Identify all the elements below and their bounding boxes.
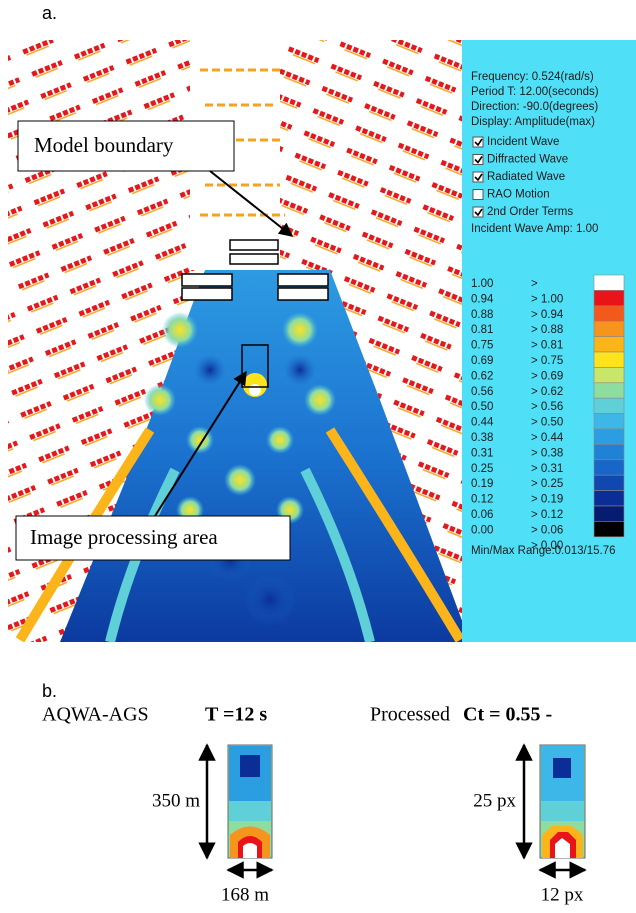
option-label: Incident Wave bbox=[487, 136, 559, 148]
legend-threshold: > 0.25 bbox=[531, 478, 563, 490]
amplitude: Incident Wave Amp: 1.00 bbox=[471, 223, 598, 235]
legend-swatch bbox=[594, 321, 624, 336]
legend-threshold: > 0.88 bbox=[531, 324, 563, 336]
legend-level: 0.56 bbox=[471, 386, 493, 398]
legend-threshold: > 0.38 bbox=[531, 447, 563, 459]
legend-threshold: > 0.62 bbox=[531, 386, 563, 398]
legend-swatch bbox=[594, 275, 624, 290]
legend-swatch bbox=[594, 444, 624, 459]
legend-threshold: > 0.69 bbox=[531, 370, 563, 382]
legend-swatch bbox=[594, 290, 624, 305]
legend-level: 0.38 bbox=[471, 432, 493, 444]
callout: Model boundary bbox=[34, 133, 174, 157]
caption-value: Ct = 0.55 - bbox=[463, 704, 552, 726]
callout: Image processing area bbox=[30, 525, 218, 549]
caption: Processed bbox=[370, 704, 450, 726]
legend-threshold: > 0.81 bbox=[531, 340, 563, 352]
option-label: Radiated Wave bbox=[487, 171, 565, 183]
dimension: 12 px bbox=[541, 884, 584, 905]
caption-value: T =12 s bbox=[205, 704, 267, 726]
checkbox bbox=[473, 190, 483, 200]
info-line: Period T: 12.00(seconds) bbox=[471, 86, 599, 98]
legend-threshold: > 0.31 bbox=[531, 463, 563, 475]
caption: AQWA-AGS bbox=[42, 704, 149, 726]
legend-threshold: > 0.00 bbox=[531, 540, 563, 552]
info-line: Display: Amplitude(max) bbox=[471, 116, 595, 128]
legend-level: 0.06 bbox=[471, 509, 493, 521]
legend-level: 0.94 bbox=[471, 293, 494, 305]
legend-swatch bbox=[594, 475, 624, 490]
legend-swatch bbox=[594, 506, 624, 521]
legend-threshold: > 0.44 bbox=[531, 432, 564, 444]
dimension: 168 m bbox=[221, 884, 269, 905]
legend-swatch bbox=[594, 352, 624, 367]
legend-threshold: > 0.19 bbox=[531, 494, 563, 506]
legend-threshold: > 0.56 bbox=[531, 401, 563, 413]
dimension: 25 px bbox=[473, 790, 516, 811]
legend-level: 0.75 bbox=[471, 340, 493, 352]
info-line: Frequency: 0.524(rad/s) bbox=[471, 71, 594, 83]
legend-level: 0.12 bbox=[471, 494, 493, 506]
legend-swatch bbox=[594, 491, 624, 506]
crop-image bbox=[228, 745, 272, 858]
option-label: RAO Motion bbox=[487, 189, 550, 201]
legend-threshold: > 0.06 bbox=[531, 524, 563, 536]
legend-level: 0.00 bbox=[471, 524, 493, 536]
legend-level: 0.88 bbox=[471, 309, 493, 321]
legend-level: 0.81 bbox=[471, 324, 493, 336]
info-line: Direction: -90.0(degrees) bbox=[471, 101, 598, 113]
legend-swatch bbox=[594, 521, 624, 536]
crop-image bbox=[540, 745, 585, 858]
legend-threshold: > 1.00 bbox=[531, 293, 563, 305]
legend-swatch bbox=[594, 367, 624, 382]
legend-swatch bbox=[594, 398, 624, 413]
panel-label: a. bbox=[42, 3, 57, 23]
option-label: 2nd Order Terms bbox=[487, 206, 573, 218]
legend-swatch bbox=[594, 460, 624, 475]
legend-level: 0.50 bbox=[471, 401, 493, 413]
legend-swatch bbox=[594, 337, 624, 352]
legend-level: 0.69 bbox=[471, 355, 493, 367]
figure: a. bbox=[0, 0, 636, 913]
dimension: 350 m bbox=[152, 790, 200, 811]
legend-threshold: > 0.94 bbox=[531, 309, 564, 321]
legend-swatch bbox=[594, 429, 624, 444]
legend-swatch bbox=[594, 414, 624, 429]
legend-level: 0.19 bbox=[471, 478, 493, 490]
panel-label: b. bbox=[42, 681, 57, 701]
legend-level: 0.62 bbox=[471, 370, 493, 382]
legend-threshold: > 0.75 bbox=[531, 355, 563, 367]
legend-threshold: > bbox=[531, 278, 538, 290]
legend-level: 0.44 bbox=[471, 417, 494, 429]
legend-threshold: > 0.12 bbox=[531, 509, 563, 521]
legend-threshold: > 0.50 bbox=[531, 417, 563, 429]
legend-level: 1.00 bbox=[471, 278, 493, 290]
legend-level: 0.31 bbox=[471, 447, 493, 459]
option-label: Diffracted Wave bbox=[487, 154, 568, 166]
legend-level: 0.25 bbox=[471, 463, 493, 475]
legend-swatch bbox=[594, 383, 624, 398]
legend-swatch bbox=[594, 306, 624, 321]
